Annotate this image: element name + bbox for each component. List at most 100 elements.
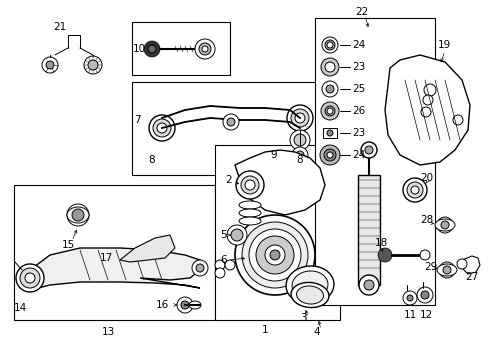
Polygon shape (162, 106, 299, 128)
Text: 8: 8 (148, 155, 154, 165)
Circle shape (256, 236, 293, 274)
Circle shape (148, 45, 156, 53)
Polygon shape (384, 55, 469, 165)
Circle shape (320, 58, 338, 76)
Circle shape (215, 268, 224, 278)
Ellipse shape (239, 217, 261, 225)
Bar (14, 185, 215, 320)
Bar (132, 82, 325, 175)
Text: 5: 5 (220, 230, 226, 240)
Circle shape (42, 57, 58, 73)
Text: 24: 24 (351, 150, 365, 160)
Circle shape (67, 204, 89, 226)
Ellipse shape (296, 286, 323, 304)
Circle shape (242, 222, 307, 288)
Circle shape (141, 251, 155, 265)
Circle shape (84, 56, 102, 74)
Circle shape (196, 264, 203, 272)
Circle shape (264, 245, 285, 265)
Circle shape (235, 215, 314, 295)
Text: 4: 4 (312, 327, 319, 337)
Text: 21: 21 (53, 22, 66, 32)
Circle shape (402, 291, 416, 305)
Circle shape (223, 114, 239, 130)
Text: 13: 13 (102, 327, 115, 337)
Ellipse shape (290, 283, 328, 307)
Circle shape (410, 186, 418, 194)
Ellipse shape (291, 271, 327, 299)
Text: 23: 23 (351, 128, 365, 138)
Text: 28: 28 (419, 215, 432, 225)
Ellipse shape (434, 219, 454, 231)
Circle shape (202, 46, 207, 52)
Circle shape (440, 221, 448, 229)
Circle shape (215, 260, 224, 270)
Circle shape (157, 123, 167, 133)
Text: 22: 22 (354, 7, 367, 17)
Text: 16: 16 (156, 300, 169, 310)
Circle shape (290, 109, 308, 127)
Text: 3: 3 (299, 313, 306, 323)
Circle shape (72, 209, 84, 221)
Text: 15: 15 (62, 240, 75, 250)
Ellipse shape (239, 209, 261, 217)
Polygon shape (30, 248, 200, 290)
Text: 27: 27 (464, 272, 477, 282)
Circle shape (326, 42, 332, 48)
Circle shape (402, 178, 426, 202)
Text: 24: 24 (351, 40, 365, 50)
Text: 8: 8 (295, 155, 302, 165)
Text: 25: 25 (351, 84, 365, 94)
Text: 6: 6 (220, 255, 226, 265)
Ellipse shape (285, 266, 333, 304)
Text: 18: 18 (374, 238, 387, 248)
Ellipse shape (239, 201, 261, 209)
Circle shape (289, 130, 309, 150)
Circle shape (16, 264, 44, 292)
Text: 7: 7 (134, 115, 141, 125)
Circle shape (325, 40, 334, 50)
Circle shape (192, 260, 207, 276)
Text: 1: 1 (262, 325, 268, 335)
Circle shape (177, 297, 193, 313)
Bar (314, 18, 434, 305)
Circle shape (363, 280, 373, 290)
Circle shape (294, 113, 305, 123)
Polygon shape (461, 256, 479, 274)
Circle shape (295, 151, 304, 159)
Text: 2: 2 (224, 175, 231, 185)
Text: 23: 23 (351, 62, 365, 72)
Circle shape (438, 262, 454, 278)
Bar (215, 145, 339, 320)
Circle shape (406, 182, 422, 198)
Circle shape (456, 259, 466, 269)
Circle shape (248, 229, 301, 281)
Bar (132, 22, 229, 75)
Circle shape (406, 295, 412, 301)
Ellipse shape (436, 264, 456, 276)
Circle shape (358, 275, 378, 295)
Circle shape (145, 255, 151, 261)
Circle shape (236, 171, 264, 199)
Circle shape (321, 37, 337, 53)
Text: 11: 11 (403, 310, 416, 320)
Text: 20: 20 (419, 173, 432, 183)
Circle shape (423, 84, 435, 96)
Circle shape (293, 134, 305, 146)
Circle shape (325, 62, 334, 72)
Circle shape (324, 149, 335, 161)
Ellipse shape (67, 207, 89, 223)
Circle shape (377, 248, 391, 262)
Circle shape (291, 147, 307, 163)
Polygon shape (115, 254, 148, 261)
Bar (357, 175, 379, 285)
Ellipse shape (189, 301, 201, 309)
Circle shape (269, 250, 280, 260)
Circle shape (143, 41, 160, 57)
Polygon shape (235, 150, 325, 215)
Circle shape (319, 145, 339, 165)
Circle shape (416, 287, 432, 303)
Circle shape (20, 268, 40, 288)
Circle shape (326, 130, 332, 136)
Circle shape (321, 81, 337, 97)
